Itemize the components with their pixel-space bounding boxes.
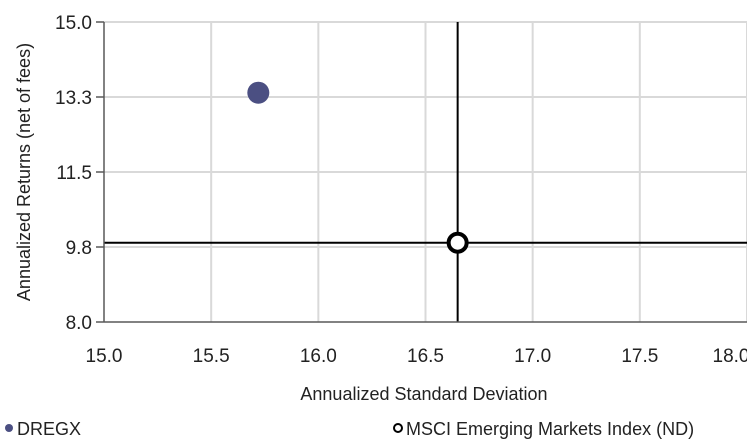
grid-lines xyxy=(104,21,747,322)
legend-label-msci: MSCI Emerging Markets Index (ND) xyxy=(406,419,694,439)
x-tick-label: 17.5 xyxy=(621,346,658,367)
x-tick-label: 17.0 xyxy=(514,346,551,367)
y-tick-label: 15.0 xyxy=(55,13,92,34)
legend-label-dregx: DREGX xyxy=(17,419,81,439)
x-tick-label: 15.0 xyxy=(86,346,123,367)
data-point-dregx xyxy=(247,81,270,104)
x-axis-title: Annualized Standard Deviation xyxy=(300,384,547,404)
y-axis-title: Annualized Returns (net of fees) xyxy=(14,43,34,301)
y-tick-label: 11.5 xyxy=(56,163,92,184)
x-tick-label: 18.0 xyxy=(713,346,747,367)
tick-labels: 15.0 15.5 16.0 16.5 17.0 17.5 18.0 15.0 13.3 11.5… xyxy=(55,13,747,367)
x-tick-label: 15.5 xyxy=(193,346,230,367)
y-tick-label: 13.3 xyxy=(55,88,92,109)
x-tick-label: 16.5 xyxy=(407,346,444,367)
legend: DREGX MSCI Emerging Markets Index (ND) xyxy=(5,419,694,439)
reference-lines xyxy=(104,22,747,322)
y-tick-label: 9.8 xyxy=(66,238,92,259)
legend-item-dregx: DREGX xyxy=(5,419,81,439)
data-points xyxy=(247,81,469,254)
data-point-msci xyxy=(446,231,469,254)
x-tick-label: 16.0 xyxy=(300,346,337,367)
legend-item-msci: MSCI Emerging Markets Index (ND) xyxy=(393,419,694,439)
legend-marker-dregx xyxy=(5,424,13,432)
legend-marker-msci xyxy=(393,423,403,433)
axes xyxy=(96,21,747,323)
y-tick-label: 8.0 xyxy=(66,313,92,334)
